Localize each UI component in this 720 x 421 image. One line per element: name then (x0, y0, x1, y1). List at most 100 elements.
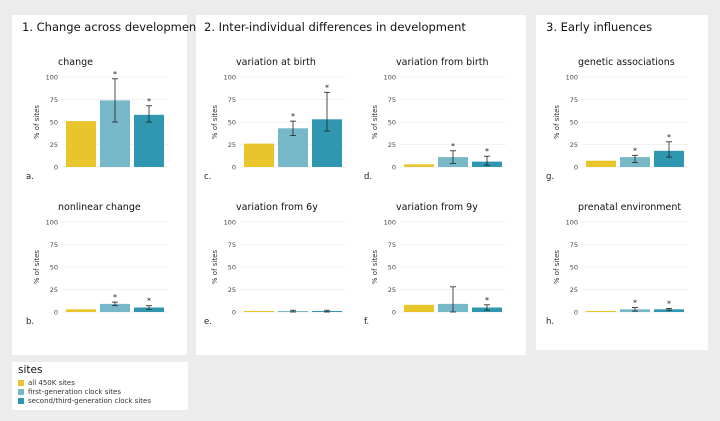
y-tick-label: 100 (384, 74, 396, 82)
significance-marker: * (147, 297, 151, 306)
y-tick-label: 0 (232, 309, 236, 317)
y-tick-label: 75 (570, 241, 578, 249)
bar (654, 150, 684, 167)
y-tick-label: 100 (566, 74, 578, 82)
y-tick-label: 0 (574, 164, 578, 172)
bar (244, 143, 274, 167)
legend-label: first-generation clock sites (28, 388, 121, 396)
y-axis-label: % of sites (553, 250, 561, 284)
significance-marker: * (633, 299, 637, 308)
legend-swatch (18, 389, 24, 395)
section-early-panel: 3. Early influences (536, 15, 708, 350)
bar (586, 160, 616, 167)
y-tick-label: 25 (228, 286, 236, 294)
y-tick-label: 50 (50, 119, 58, 127)
y-tick-label: 25 (50, 141, 58, 149)
bar (66, 309, 96, 312)
significance-marker: * (451, 142, 455, 151)
chart-title: variation from 6y (236, 202, 318, 213)
chart-title: nonlinear change (58, 202, 141, 213)
y-tick-label: 50 (570, 119, 578, 127)
bar (586, 311, 616, 312)
y-axis-label: % of sites (33, 250, 41, 284)
significance-marker: * (291, 112, 295, 121)
y-tick-label: 100 (46, 74, 58, 82)
panel-letter: g. (546, 172, 554, 182)
y-axis-label: % of sites (211, 250, 219, 284)
y-tick-label: 25 (570, 286, 578, 294)
y-tick-label: 25 (228, 141, 236, 149)
panel-letter: b. (26, 317, 34, 327)
chart-title: variation at birth (236, 57, 316, 68)
y-tick-label: 0 (574, 309, 578, 317)
y-axis-label: % of sites (553, 105, 561, 139)
legend: sites all 450K sites first-generation cl… (12, 362, 188, 410)
y-tick-label: 50 (50, 264, 58, 272)
chart-title: variation from 9y (396, 202, 478, 213)
panel-letter: c. (204, 172, 211, 182)
legend-item: all 450K sites (18, 379, 75, 387)
y-tick-label: 50 (388, 119, 396, 127)
significance-marker: * (485, 147, 489, 156)
significance-marker: * (147, 97, 151, 106)
bar (244, 311, 274, 312)
y-tick-label: 75 (228, 241, 236, 249)
y-tick-label: 25 (570, 141, 578, 149)
y-tick-label: 25 (388, 286, 396, 294)
y-tick-label: 75 (388, 241, 396, 249)
section-title: 1. Change across development (22, 20, 201, 34)
y-tick-label: 100 (224, 74, 236, 82)
bar (404, 164, 434, 167)
y-tick-label: 0 (392, 309, 396, 317)
section-change-panel: 1. Change across development (12, 15, 201, 355)
y-tick-label: 75 (388, 96, 396, 104)
y-tick-label: 0 (392, 164, 396, 172)
y-tick-label: 100 (384, 219, 396, 227)
legend-item: second/third-generation clock sites (18, 397, 151, 405)
chart-title: prenatal environment (578, 202, 681, 213)
y-tick-label: 25 (50, 286, 58, 294)
y-tick-label: 75 (570, 96, 578, 104)
section-differences-panel: 2. Inter-individual differences in devel… (196, 15, 526, 355)
legend-title: sites (18, 364, 43, 376)
y-tick-label: 100 (224, 219, 236, 227)
legend-swatch (18, 398, 24, 404)
y-axis-label: % of sites (33, 105, 41, 139)
y-tick-label: 100 (46, 219, 58, 227)
bar (100, 303, 130, 312)
chart-title: change (58, 57, 93, 68)
y-tick-label: 100 (566, 219, 578, 227)
y-axis-label: % of sites (371, 250, 379, 284)
y-tick-label: 75 (50, 241, 58, 249)
y-axis-label: % of sites (211, 105, 219, 139)
y-tick-label: 0 (54, 164, 58, 172)
y-tick-label: 50 (570, 264, 578, 272)
significance-marker: * (633, 146, 637, 155)
bar (66, 121, 96, 167)
y-axis-label: % of sites (371, 105, 379, 139)
panel-letter: d. (364, 172, 372, 182)
section-title: 3. Early influences (546, 20, 653, 34)
y-tick-label: 50 (228, 264, 236, 272)
panel-letter: e. (204, 317, 212, 327)
bar (134, 307, 164, 312)
panel-letter: h. (546, 317, 554, 327)
significance-marker: * (113, 293, 117, 302)
y-tick-label: 0 (54, 309, 58, 317)
significance-marker: * (325, 83, 329, 92)
significance-marker: * (667, 299, 671, 308)
y-tick-label: 75 (50, 96, 58, 104)
panel-letter: f. (364, 317, 369, 327)
significance-marker: * (667, 133, 671, 142)
legend-swatch (18, 380, 24, 386)
y-tick-label: 0 (232, 164, 236, 172)
section-title: 2. Inter-individual differences in devel… (204, 20, 466, 34)
bar (404, 304, 434, 312)
y-tick-label: 50 (388, 264, 396, 272)
legend-label: all 450K sites (28, 379, 75, 387)
bar (134, 114, 164, 167)
chart-title: variation from birth (396, 57, 488, 68)
legend-item: first-generation clock sites (18, 388, 121, 396)
significance-marker: * (485, 296, 489, 305)
